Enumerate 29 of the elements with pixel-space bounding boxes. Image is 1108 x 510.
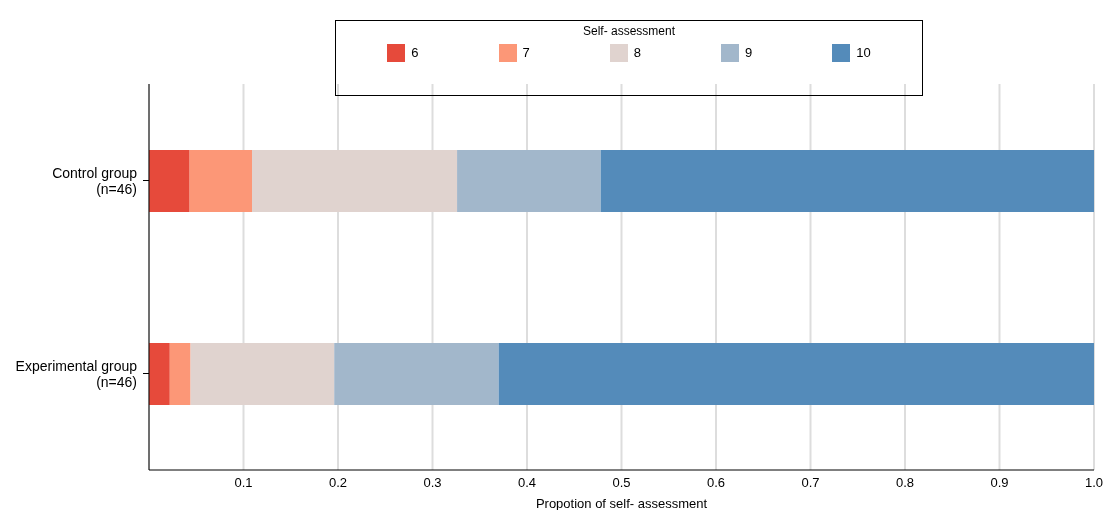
x-tick-label: 0.4 (517, 475, 537, 491)
bar (600, 150, 1094, 212)
x-tick-label: 0.2 (328, 475, 348, 491)
y-tick-label: Experimental group (n=46) (15, 357, 138, 390)
x-axis-title: Propotion of self- assessment (535, 496, 708, 510)
x-tick-label: 0.8 (895, 475, 915, 491)
legend-label: 8 (633, 45, 641, 60)
x-tick-label: 0.5 (612, 475, 631, 491)
legend-label: 10 (856, 45, 871, 60)
bar (190, 343, 335, 405)
x-tick-label: 0.1 (234, 475, 253, 491)
bar (252, 150, 458, 212)
bar (149, 150, 190, 212)
bar (334, 343, 499, 405)
bar (149, 343, 170, 405)
x-tick-label: 0.9 (990, 475, 1009, 491)
bar (498, 343, 1094, 405)
x-tick-label: 0.7 (801, 475, 820, 491)
legend-label: 7 (522, 45, 530, 60)
x-tick-label: 1.0 (1084, 475, 1104, 491)
legend-label: 9 (745, 45, 753, 60)
x-tick-label: 0.3 (423, 475, 442, 491)
bar (457, 150, 601, 212)
legend-label: 6 (411, 45, 419, 60)
bar (189, 150, 253, 212)
x-tick-label: 0.6 (706, 475, 726, 491)
bar (169, 343, 191, 405)
y-tick-label: Control group (n=46) (52, 164, 138, 197)
legend-title: Self- assessment (581, 24, 676, 38)
